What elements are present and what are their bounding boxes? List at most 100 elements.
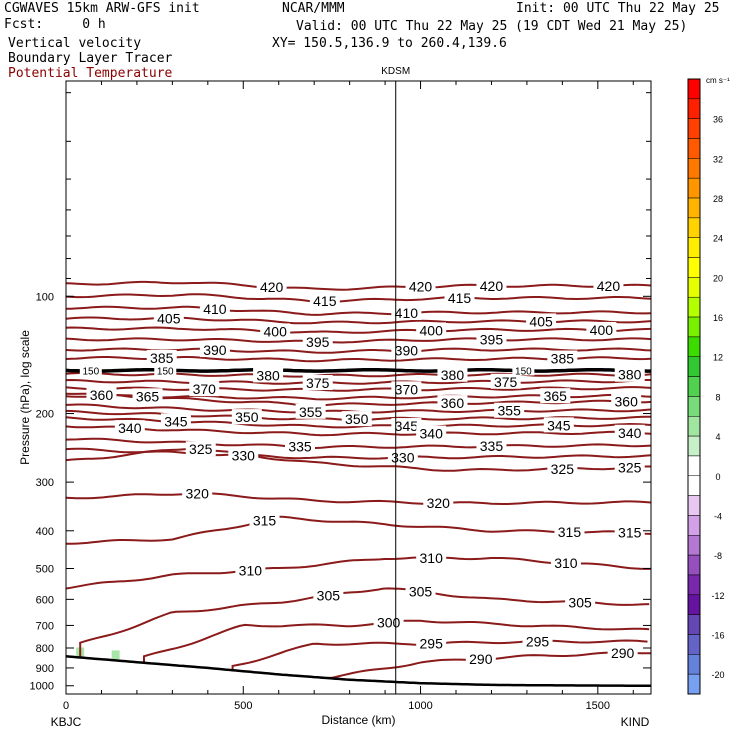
theta-label-bg [114, 420, 145, 436]
colorbar-cell [687, 455, 701, 477]
colorbar-label: 28 [713, 194, 723, 204]
theta-label-bg [547, 460, 578, 476]
y-tick-label: 1000 [30, 681, 54, 693]
theta-label-bg [476, 277, 507, 293]
theta-label-400: 400 [264, 323, 288, 339]
theta-label-bg [416, 322, 447, 338]
theta-label-420: 420 [480, 278, 504, 294]
colorbar-frame [687, 78, 701, 695]
colorbar-label: 0 [715, 472, 720, 482]
theta-label-bg [185, 441, 216, 457]
theta-contour-420 [66, 280, 651, 291]
theta-contour-380 [66, 371, 651, 378]
theta-label-345: 345 [395, 418, 419, 434]
theta-contour-305 [79, 587, 650, 658]
y-tick-label: 700 [36, 620, 54, 632]
plot-frame [65, 80, 652, 695]
theta-label-bg [313, 587, 344, 603]
tracer-patch [111, 650, 120, 660]
colorbar-cell [687, 495, 701, 516]
colorbar-label: 12 [713, 353, 723, 363]
colorbar-cell [687, 177, 701, 199]
colorbar-cell [687, 217, 701, 238]
tropopause-label: 150 [82, 366, 99, 377]
y-tick-label: 400 [36, 526, 54, 538]
field-vertical-velocity: Vertical velocity [8, 36, 142, 51]
theta-label-315: 315 [558, 524, 582, 540]
theta-label-360: 360 [441, 395, 465, 411]
colorbar-cell [687, 336, 701, 357]
colorbar-cell [687, 277, 701, 298]
field-boundary-layer-tracer: Boundary Layer Tracer [8, 51, 173, 66]
theta-label-bg [182, 485, 213, 501]
colorbar-cell [687, 257, 701, 278]
valid-time: Valid: 00 UTC Thu 22 May 25 (19 CDT Wed … [296, 19, 688, 34]
colorbar-cell [687, 138, 701, 159]
theta-label-370: 370 [395, 381, 419, 397]
colorbar-cell [687, 614, 701, 635]
colorbar-cell [687, 416, 701, 437]
theta-label-400: 400 [590, 322, 614, 338]
x-axis-label: Distance (km) [321, 713, 395, 727]
theta-label-bg [416, 550, 447, 566]
theta-label-405: 405 [529, 313, 553, 329]
model-title: CGWAVES 15km ARW-GFS init [4, 1, 200, 16]
theta-label-305: 305 [317, 588, 341, 604]
x-tick-label: 1500 [586, 700, 610, 712]
theta-label-bg [86, 386, 117, 402]
colorbar-cell [687, 197, 701, 219]
colorbar-cell [687, 515, 701, 536]
colorbar-cell [687, 316, 701, 338]
theta-label-380: 380 [618, 367, 642, 383]
colorbar-label: 4 [715, 432, 720, 442]
theta-label-340: 340 [118, 420, 142, 436]
theta-label-315: 315 [253, 513, 277, 529]
theta-label-385: 385 [150, 350, 174, 366]
theta-label-385: 385 [551, 351, 575, 367]
theta-label-bg [490, 373, 521, 389]
colorbar-cell [687, 634, 701, 655]
theta-label-bg [526, 313, 557, 329]
theta-label-bg [611, 393, 642, 409]
theta-label-395: 395 [306, 334, 330, 350]
theta-label-bg [249, 512, 280, 528]
theta-label-400: 400 [420, 322, 444, 338]
colorbar-cell [687, 158, 701, 179]
theta-label-365: 365 [544, 388, 568, 404]
theta-contour-405 [66, 316, 651, 325]
xy-range: XY= 150.5,136.9 to 260.4,139.6 [272, 36, 507, 51]
colorbar-cell [687, 654, 701, 675]
theta-label-bg [522, 633, 553, 649]
theta-label-bg [437, 395, 468, 411]
colorbar-cell [687, 554, 701, 576]
theta-label-335: 335 [288, 439, 312, 455]
x-tick-label: 0 [63, 700, 69, 712]
theta-label-bg [231, 409, 262, 425]
colorbar-cell [687, 535, 701, 556]
theta-label-bg [476, 331, 507, 347]
theta-label-315: 315 [618, 525, 642, 541]
theta-label-bg [423, 494, 454, 510]
theta-label-bg [586, 321, 617, 337]
tropopause-label: 150 [515, 366, 532, 377]
theta-label-bg [547, 350, 578, 366]
colorbar-label: -12 [711, 591, 724, 601]
colorbar-label: 24 [713, 234, 723, 244]
theta-label-bg [405, 278, 436, 294]
theta-label-bg [235, 562, 266, 578]
theta-label-290: 290 [469, 651, 493, 667]
theta-label-bg [476, 438, 507, 454]
colorbar-cell [687, 475, 701, 496]
colorbar-cell [687, 376, 701, 397]
y-tick-label: 600 [36, 594, 54, 606]
theta-label-300: 300 [377, 615, 401, 631]
theta-contour-335 [66, 437, 651, 449]
theta-label-bg [416, 635, 447, 651]
theta-contour-400 [66, 326, 651, 334]
y-axis-label: Pressure (hPa), log scale [18, 330, 32, 465]
colorbar-cell [687, 237, 701, 258]
theta-label-bg [540, 388, 571, 404]
theta-label-320: 320 [186, 485, 210, 501]
theta-contour-410 [66, 305, 651, 316]
